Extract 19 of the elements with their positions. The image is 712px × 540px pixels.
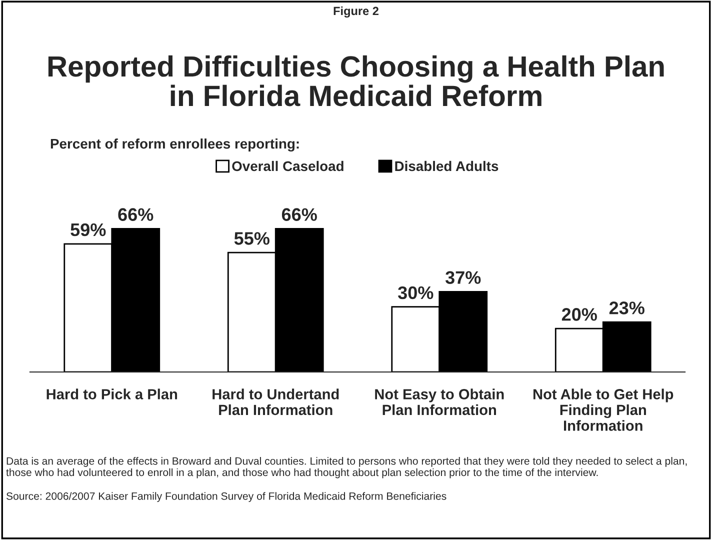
- x-tick-label: Not Easy to Obtain Plan Information: [375, 388, 504, 416]
- x-tick-label: Hard to Undertand Plan Information: [212, 388, 339, 416]
- data-label: 23%: [609, 302, 644, 314]
- x-tick-label: Not Able to Get Help Finding Plan Information: [533, 388, 674, 431]
- chart-subtitle: Percent of reform enrollees reporting:: [50, 138, 299, 152]
- x-tick-label: Hard to Pick a Plan: [46, 388, 178, 400]
- chart-title: Reported Difficulties Choosing a Health Plan in Florida Medicaid Reform: [48, 55, 664, 106]
- data-label: 55%: [234, 232, 270, 245]
- data-label: 37%: [445, 271, 481, 284]
- legend-label: Disabled Adults: [395, 160, 498, 172]
- data-label: 59%: [70, 223, 106, 236]
- legend-label: Overall Caseload: [232, 160, 344, 172]
- data-label: 30%: [398, 286, 434, 300]
- caption: Figure 2: [334, 6, 378, 18]
- data-label: 66%: [282, 208, 317, 221]
- text: Data is an average of the effects in Broward and Duval counties. Limited to persons who reported that they were told they needed to select a plan, those who had volunteered to enroll in a plan, and those who had thought about plan selection prior to the time of the interview.: [6, 457, 687, 478]
- data-label: 66%: [118, 208, 154, 221]
- source-note: Source: 2006/2007 Kaiser Family Foundation Survey of Florida Medicaid Reform Beneficiaries: [6, 492, 446, 502]
- data-label: 20%: [562, 308, 597, 321]
